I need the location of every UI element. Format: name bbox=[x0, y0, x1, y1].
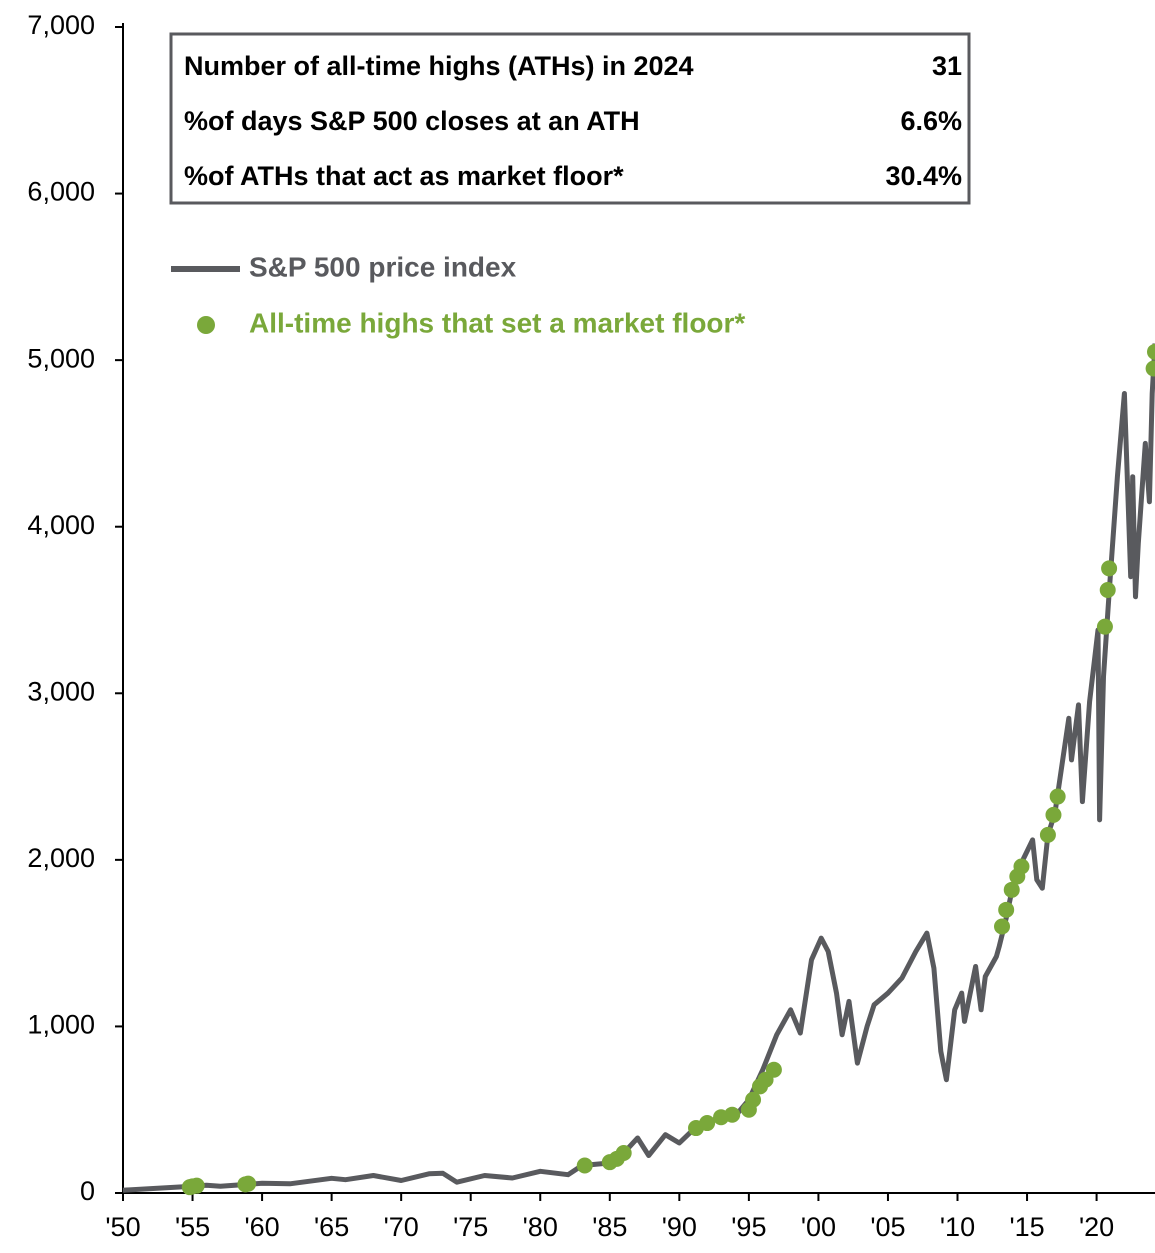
ath-dot bbox=[1003, 881, 1020, 898]
x-tick-label: '65 bbox=[314, 1212, 349, 1242]
x-tick-label: '70 bbox=[384, 1212, 419, 1242]
ath-dot bbox=[998, 901, 1015, 918]
info-label: %of days S&P 500 closes at an ATH bbox=[184, 106, 640, 136]
x-tick-label: '50 bbox=[105, 1212, 140, 1242]
ath-dot bbox=[1045, 806, 1062, 823]
ath-dot bbox=[1099, 582, 1116, 599]
x-tick-label: '90 bbox=[662, 1212, 697, 1242]
info-box bbox=[169, 32, 971, 205]
ath-dot bbox=[1039, 826, 1056, 843]
ath-dot bbox=[1101, 560, 1118, 577]
ath-dot bbox=[576, 1157, 593, 1174]
info-value: 6.6% bbox=[900, 106, 962, 136]
ath-dot bbox=[1096, 618, 1113, 635]
ath-dot bbox=[1145, 360, 1155, 377]
x-tick-label: '85 bbox=[592, 1212, 627, 1242]
price-line bbox=[122, 343, 1155, 1193]
x-tick-label: '15 bbox=[1009, 1212, 1044, 1242]
ath-dot bbox=[699, 1115, 716, 1132]
ath-dot bbox=[724, 1106, 741, 1123]
ath-dot bbox=[188, 1177, 205, 1194]
x-tick-label: '95 bbox=[731, 1212, 766, 1242]
y-tick-label: 5,000 bbox=[27, 343, 95, 373]
info-value: 30.4% bbox=[885, 161, 962, 191]
legend-dot bbox=[197, 316, 215, 334]
y-tick-label: 0 bbox=[80, 1176, 95, 1206]
x-tick-label: '55 bbox=[175, 1212, 210, 1242]
info-label: %of ATHs that act as market floor* bbox=[184, 161, 624, 191]
ath-dot bbox=[1147, 343, 1155, 360]
x-tick-label: '60 bbox=[244, 1212, 279, 1242]
y-tick-label: 3,000 bbox=[27, 676, 95, 706]
ath-dot bbox=[745, 1091, 762, 1108]
legend-label: S&P 500 price index bbox=[249, 251, 517, 282]
ath-dot bbox=[765, 1061, 782, 1078]
x-tick-label: '10 bbox=[940, 1212, 975, 1242]
legend-label: All-time highs that set a market floor* bbox=[249, 307, 745, 338]
x-tick-label: '80 bbox=[523, 1212, 558, 1242]
y-tick-label: 2,000 bbox=[27, 843, 95, 873]
x-tick-label: '20 bbox=[1079, 1212, 1114, 1242]
x-tick-label: '75 bbox=[453, 1212, 488, 1242]
x-tick-label: '05 bbox=[870, 1212, 905, 1242]
ath-dot bbox=[994, 918, 1011, 935]
y-tick-label: 7,000 bbox=[27, 10, 95, 40]
ath-dot bbox=[615, 1145, 632, 1162]
info-label: Number of all-time highs (ATHs) in 2024 bbox=[184, 51, 694, 81]
info-value: 31 bbox=[932, 51, 962, 81]
x-tick-label: '00 bbox=[801, 1212, 836, 1242]
y-tick-label: 6,000 bbox=[27, 177, 95, 207]
ath-dot bbox=[1049, 788, 1066, 805]
ath-dot bbox=[240, 1175, 257, 1192]
y-tick-label: 4,000 bbox=[27, 510, 95, 540]
y-tick-label: 1,000 bbox=[27, 1010, 95, 1040]
ath-dot bbox=[1013, 858, 1030, 875]
